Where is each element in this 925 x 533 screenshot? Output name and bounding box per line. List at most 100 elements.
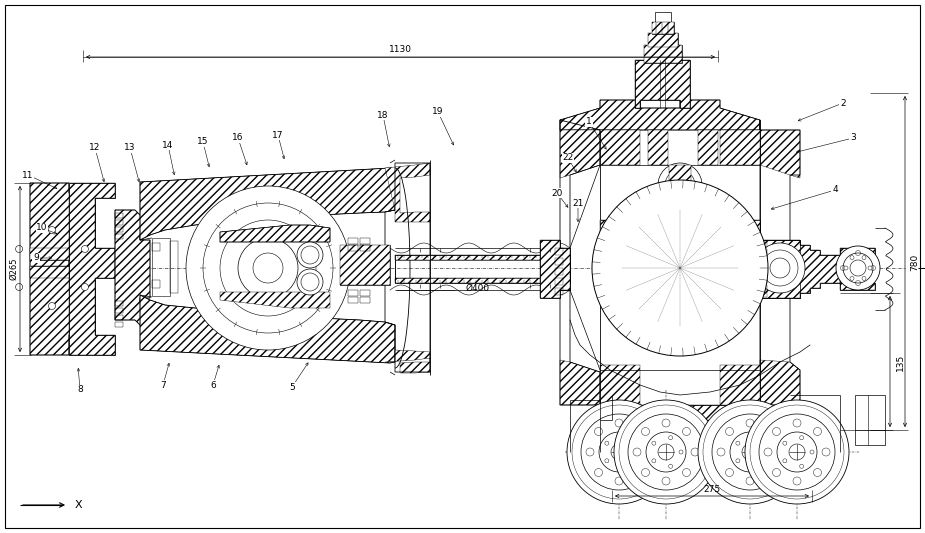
Bar [555,248,563,255]
Bar [360,297,370,303]
Bar [760,292,767,297]
Circle shape [297,242,323,268]
Polygon shape [635,60,690,108]
Circle shape [186,186,350,350]
Circle shape [646,432,686,472]
Polygon shape [140,168,395,240]
Text: 4: 4 [832,185,838,195]
Circle shape [599,432,639,472]
Bar [348,297,358,303]
Circle shape [592,180,768,356]
Bar [395,255,570,283]
Bar [345,250,385,280]
Bar [653,22,673,35]
Bar [760,271,767,276]
Bar [735,220,760,280]
Polygon shape [115,210,150,325]
Bar [170,241,178,293]
Polygon shape [30,266,69,278]
Text: 20: 20 [551,189,562,198]
Bar [115,322,123,327]
Polygon shape [30,183,95,355]
Text: 19: 19 [432,108,444,117]
Polygon shape [140,295,395,363]
Bar [555,258,563,265]
Bar [648,33,678,47]
Bar [340,245,390,285]
Text: 2: 2 [840,99,845,108]
Bar [152,243,160,251]
Bar [115,213,123,218]
Bar [115,315,123,320]
Polygon shape [600,365,640,405]
Text: 6: 6 [210,381,216,390]
Polygon shape [385,163,430,222]
Bar [555,278,563,285]
Circle shape [16,284,22,290]
Bar [395,260,570,278]
Text: 135: 135 [895,353,905,370]
Bar [555,288,563,295]
Bar [360,238,370,244]
Polygon shape [760,240,840,298]
Text: 1130: 1130 [388,45,412,54]
Bar [348,238,358,244]
Bar [115,227,123,232]
Circle shape [698,400,802,504]
Circle shape [16,246,22,253]
Bar [152,238,170,296]
Bar [115,308,123,313]
Bar [348,245,358,251]
Polygon shape [540,240,570,298]
Text: 7: 7 [160,381,166,390]
Bar [115,234,123,239]
Polygon shape [720,365,760,405]
Text: X: X [74,500,81,510]
Circle shape [297,269,323,295]
Bar [855,395,885,445]
Circle shape [755,243,805,293]
Circle shape [745,400,849,504]
Text: 12: 12 [90,143,101,152]
Text: 275: 275 [703,486,721,495]
Text: 18: 18 [377,110,388,119]
Bar [360,290,370,296]
Bar [760,285,767,290]
Polygon shape [560,360,600,405]
Bar [648,130,668,165]
Bar [348,290,358,296]
Bar [698,130,718,165]
Text: 14: 14 [162,141,174,149]
Bar [600,220,625,280]
Bar [735,220,760,280]
Bar [152,280,160,288]
Text: 1: 1 [586,117,592,126]
Circle shape [844,266,848,270]
Circle shape [567,400,671,504]
Polygon shape [395,255,570,260]
Text: 9: 9 [33,254,39,262]
Polygon shape [220,225,330,242]
Bar [652,22,674,34]
Polygon shape [760,360,800,405]
Circle shape [614,400,718,504]
Circle shape [81,246,89,253]
Bar [115,220,123,225]
Polygon shape [30,248,69,260]
Polygon shape [840,248,875,290]
Polygon shape [220,292,330,308]
Bar [644,45,682,63]
Text: 3: 3 [850,133,856,142]
Bar [115,301,123,306]
Text: Ø265: Ø265 [9,258,18,280]
Bar [644,45,682,63]
Bar [655,12,671,24]
Text: 16: 16 [232,133,244,142]
Text: 17: 17 [272,131,284,140]
Text: Ø400: Ø400 [466,284,490,293]
Circle shape [850,277,854,280]
Bar [760,249,767,254]
Bar [669,165,691,190]
Polygon shape [720,130,760,165]
Bar [360,245,370,251]
